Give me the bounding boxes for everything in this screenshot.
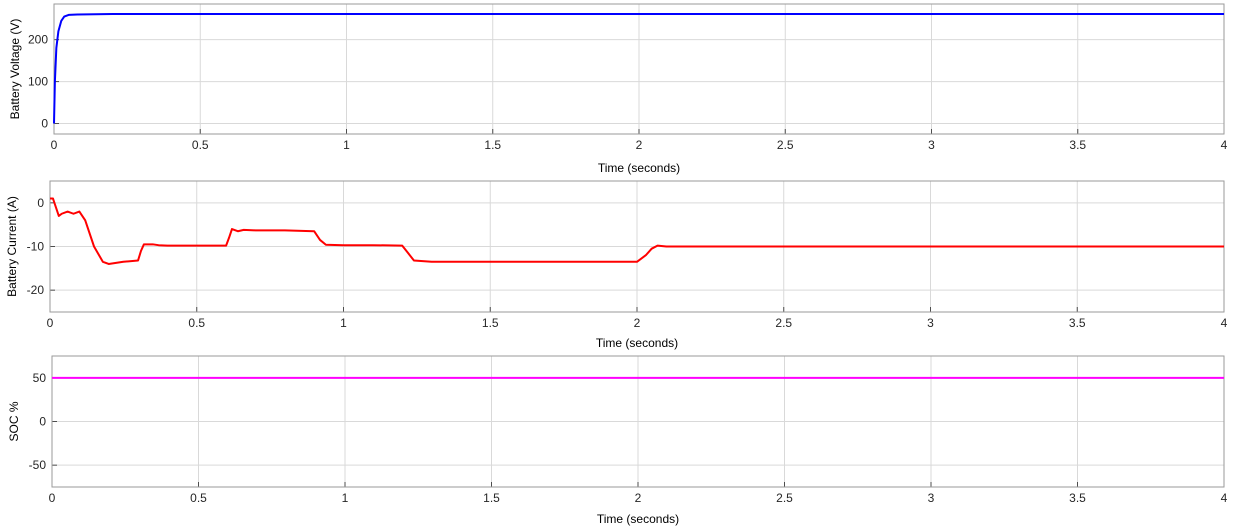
y-axis-label: Battery Current (A) (5, 196, 19, 297)
y-tick-label: 200 (28, 33, 48, 47)
x-tick-label: 4 (1221, 138, 1228, 152)
y-tick-label: -50 (29, 458, 47, 472)
plot-frame (51, 355, 1225, 488)
x-tick-label: 1 (342, 491, 349, 505)
y-tick-label: 100 (28, 75, 48, 89)
x-tick-label: 0.5 (192, 138, 209, 152)
subplot-2: 0 0.5 1 1.5 2 2.5 3 3.5 4 0 -10 -20 Time (seconds) Ba… (5, 180, 1228, 350)
x-axis-label: Time (seconds) (596, 336, 678, 350)
x-axis-label: Time (seconds) (597, 512, 679, 526)
y-tick-label: -20 (27, 283, 45, 297)
x-tick-label: 0 (49, 491, 56, 505)
subplot-1: 0 0.5 1 1.5 2 2.5 3 3.5 4 0 100 200 Time (seconds) Ba… (8, 3, 1228, 175)
x-tick-label: 0.5 (190, 491, 207, 505)
x-tick-label: 1.5 (483, 491, 500, 505)
x-tick-label: 2 (634, 316, 641, 330)
x-tick-label: 2.5 (776, 491, 793, 505)
plot-frame (53, 3, 1225, 135)
y-axis-label: SOC % (7, 401, 21, 441)
x-tick-label: 2 (636, 138, 643, 152)
x-tick-label: 2.5 (775, 316, 792, 330)
y-tick-label: 0 (39, 415, 46, 429)
x-tick-label: 1.5 (482, 316, 499, 330)
x-tick-label: 4 (1221, 491, 1228, 505)
y-tick-label: 50 (33, 371, 47, 385)
x-tick-label: 3.5 (1069, 138, 1086, 152)
x-tick-label: 3.5 (1069, 316, 1086, 330)
x-tick-label: 0.5 (188, 316, 205, 330)
x-tick-label: 2 (635, 491, 642, 505)
y-tick-label: -10 (27, 240, 45, 254)
x-axis-label: Time (seconds) (598, 161, 680, 175)
x-tick-label: 4 (1221, 316, 1228, 330)
x-tick-label: 3 (928, 491, 935, 505)
y-axis-label: Battery Voltage (V) (8, 19, 22, 120)
x-tick-label: 0 (47, 316, 54, 330)
x-tick-label: 1 (340, 316, 347, 330)
x-tick-label: 0 (51, 138, 58, 152)
series-line-1 (53, 13, 1224, 124)
x-tick-label: 3.5 (1069, 491, 1086, 505)
subplot-3: 0 0.5 1 1.5 2 2.5 3 3.5 4 50 0 -50 Time (seconds) SOC… (7, 355, 1228, 526)
y-tick-label: 0 (41, 117, 48, 131)
x-tick-label: 1.5 (484, 138, 501, 152)
x-tick-label: 3 (928, 138, 935, 152)
x-tick-label: 1 (343, 138, 350, 152)
x-tick-label: 3 (927, 316, 934, 330)
x-tick-label: 2.5 (777, 138, 794, 152)
series-line-1 (50, 197, 1224, 265)
y-tick-label: 0 (37, 196, 44, 210)
